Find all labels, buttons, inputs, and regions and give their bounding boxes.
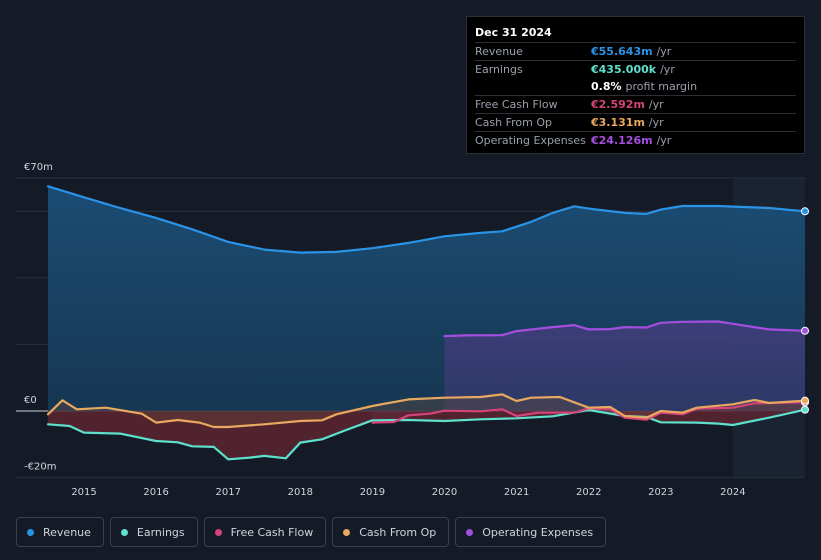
legend-label: Operating Expenses (482, 525, 594, 539)
earnings-line (46, 408, 807, 461)
tooltip-row-value: €2.592m (591, 98, 645, 111)
x-tick-label: 2024 (720, 487, 745, 498)
legend-dot-icon (214, 528, 222, 536)
legend-dot-icon (120, 528, 128, 536)
earnings-area (48, 409, 805, 460)
tooltip-row-unit: profit margin (625, 80, 698, 93)
tooltip-rows: Revenue €55.643m/yr Earnings €435.000k/yr 0.… (475, 42, 796, 149)
x-axis-labels: 2015 2016 2017 2018 2019 2020 2021 2022 2023 2024 (71, 487, 745, 498)
y-tick-label: -€20m (24, 462, 56, 473)
cash-from-op-line (46, 393, 807, 429)
tooltip-row-label: Free Cash Flow (475, 98, 558, 111)
legend-item-free-cash-flow[interactable]: Free Cash Flow (203, 517, 327, 547)
x-tick-label: 2015 (71, 487, 96, 498)
chart-endpoints (801, 207, 809, 414)
cash-from-op-endpoint (801, 396, 809, 405)
y-tick-label: €0 (24, 395, 37, 406)
tooltip-row-label: Revenue (475, 45, 523, 58)
tooltip-row-label (475, 78, 591, 95)
x-tick-label: 2023 (648, 487, 673, 498)
tooltip-row-value: €3.131m (591, 116, 645, 129)
tooltip-row-unit: /yr (648, 98, 664, 111)
legend-item-operating-expenses[interactable]: Operating Expenses (455, 517, 607, 547)
tooltip-row: Cash From Op €3.131m/yr (475, 113, 796, 131)
tooltip-row-value: €55.643m (591, 45, 653, 58)
legend-item-earnings[interactable]: Earnings (109, 517, 198, 547)
tooltip-row-label: Operating Expenses (475, 134, 586, 147)
legend-item-cash-from-op[interactable]: Cash From Op (332, 517, 450, 547)
chart-areas (48, 186, 805, 460)
x-tick-label: 2018 (288, 487, 313, 498)
operating-expenses-endpoint (801, 326, 809, 335)
tooltip-row: Revenue €55.643m/yr (475, 42, 796, 60)
x-tick-label: 2016 (143, 487, 168, 498)
free-cash-flow-area (372, 402, 805, 423)
x-tick-label: 2021 (504, 487, 529, 498)
legend-dot-icon (27, 528, 34, 536)
legend-dot-icon (343, 528, 351, 536)
tooltip-row: Earnings €435.000k/yr (475, 60, 796, 78)
tooltip-row: 0.8% profit margin (475, 78, 796, 95)
chart-lines (46, 185, 807, 461)
tooltip-row-label: Earnings (475, 63, 523, 76)
earnings-endpoint (801, 405, 809, 414)
x-tick-label: 2019 (360, 487, 385, 498)
revenue-endpoint (801, 207, 809, 216)
tooltip-row-value: €24.126m (591, 134, 653, 147)
operating-expenses-line (443, 320, 807, 338)
tooltip-row: Free Cash Flow €2.592m/yr (475, 95, 796, 113)
x-tick-label: 2022 (576, 487, 601, 498)
tooltip-date: Dec 31 2024 (475, 26, 552, 39)
tooltip-row-unit: /yr (656, 134, 672, 147)
x-tick-label: 2020 (432, 487, 457, 498)
tooltip-row: Operating Expenses €24.126m/yr (475, 131, 796, 149)
tooltip-row-unit: /yr (660, 63, 675, 76)
legend-item-revenue[interactable]: Revenue (16, 517, 104, 547)
x-tick-label: 2017 (216, 487, 241, 498)
chart-legend: Revenue Earnings Free Cash Flow Cash From O… (16, 517, 607, 547)
revenue-line (46, 185, 807, 254)
y-tick-label: €70m (24, 162, 53, 173)
tooltip-row-label: Cash From Op (475, 116, 553, 129)
legend-label: Free Cash Flow (230, 525, 314, 539)
tooltip-row-value: 0.8% (591, 80, 622, 93)
data-tooltip: Dec 31 2024 Revenue €55.643m/yr Earnings €4… (466, 16, 805, 154)
y-axis-labels: €70m €0 -€20m (24, 162, 56, 473)
legend-label: Cash From Op (359, 525, 437, 539)
operating-expenses-area (444, 321, 805, 411)
tooltip-row-unit: /yr (648, 116, 664, 129)
legend-label: Earnings (136, 525, 185, 539)
legend-dot-icon (466, 528, 474, 536)
tooltip-row-unit: /yr (656, 45, 672, 58)
legend-label: Revenue (43, 525, 91, 539)
tooltip-row-value: €435.000k (591, 63, 657, 76)
cash-from-op-area (48, 394, 805, 427)
